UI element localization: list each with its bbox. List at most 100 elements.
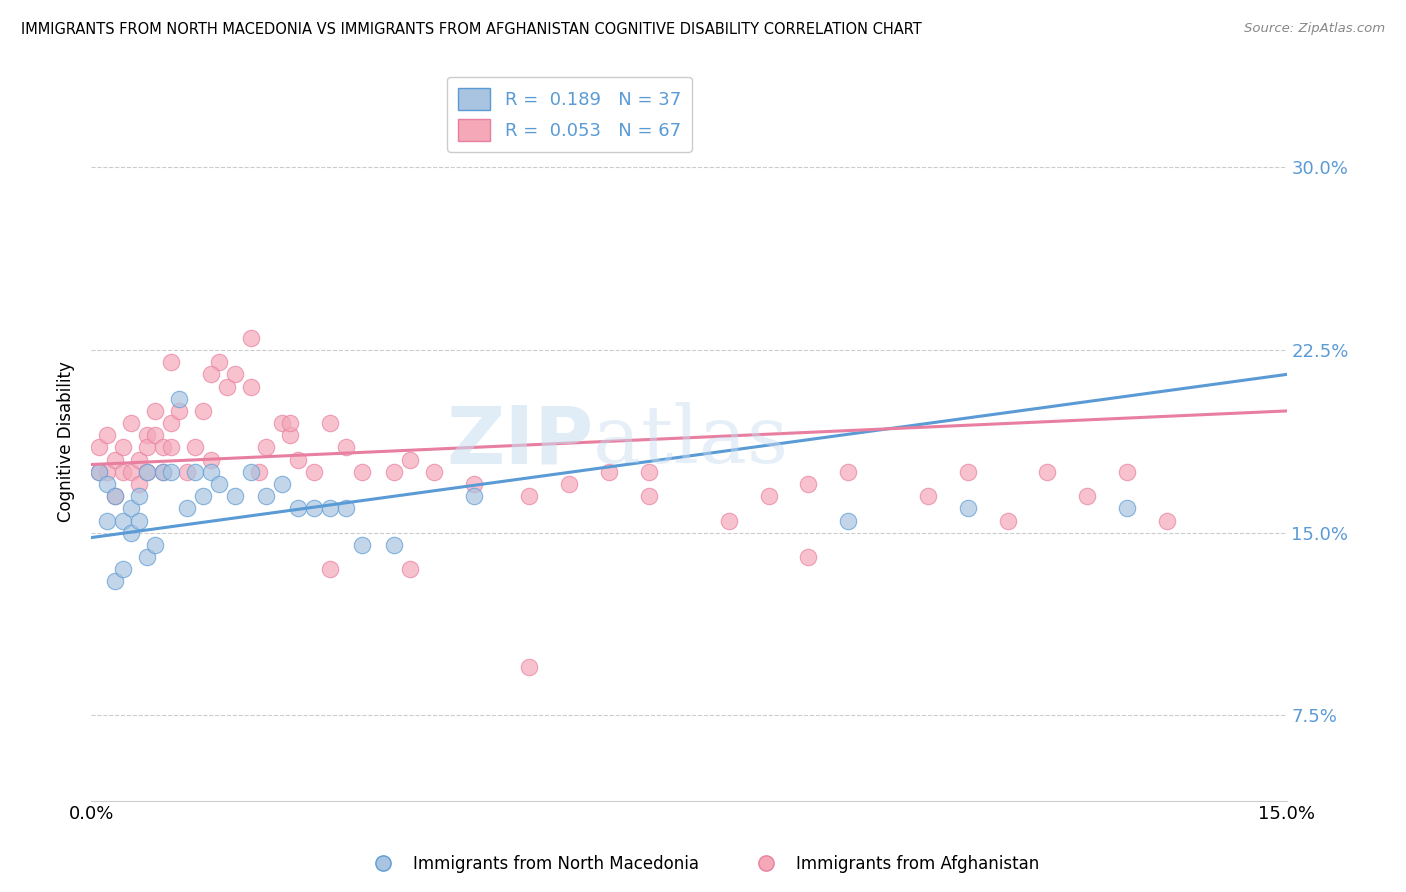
Point xyxy=(160,441,183,455)
Point xyxy=(143,538,166,552)
Point xyxy=(104,574,127,589)
Text: atlas: atlas xyxy=(593,402,789,481)
Point xyxy=(271,477,294,491)
Point xyxy=(638,489,661,503)
Point xyxy=(256,489,278,503)
Point xyxy=(382,465,405,479)
Point xyxy=(96,514,118,528)
Point xyxy=(191,489,214,503)
Point xyxy=(287,452,309,467)
Point xyxy=(120,501,142,516)
Point xyxy=(143,404,166,418)
Point xyxy=(167,392,190,406)
Point xyxy=(87,441,110,455)
Point xyxy=(1116,501,1139,516)
Point xyxy=(558,477,581,491)
Point xyxy=(837,465,859,479)
Point xyxy=(382,538,405,552)
Point xyxy=(239,465,262,479)
Point xyxy=(335,501,357,516)
Point xyxy=(96,465,118,479)
Point xyxy=(224,489,246,503)
Point xyxy=(280,428,302,442)
Point xyxy=(352,465,374,479)
Point xyxy=(463,477,485,491)
Text: IMMIGRANTS FROM NORTH MACEDONIA VS IMMIGRANTS FROM AFGHANISTAN COGNITIVE DISABIL: IMMIGRANTS FROM NORTH MACEDONIA VS IMMIG… xyxy=(21,22,922,37)
Point xyxy=(96,477,118,491)
Point xyxy=(239,379,262,393)
Point xyxy=(152,441,174,455)
Point xyxy=(143,428,166,442)
Point xyxy=(200,465,222,479)
Point xyxy=(256,441,278,455)
Point xyxy=(319,416,342,430)
Point xyxy=(136,550,159,565)
Legend: Immigrants from North Macedonia, Immigrants from Afghanistan: Immigrants from North Macedonia, Immigra… xyxy=(360,848,1046,880)
Point xyxy=(717,514,740,528)
Point xyxy=(208,355,231,369)
Point xyxy=(200,452,222,467)
Point xyxy=(247,465,270,479)
Point xyxy=(280,416,302,430)
Point xyxy=(120,525,142,540)
Point xyxy=(319,562,342,576)
Point xyxy=(191,404,214,418)
Point xyxy=(104,489,127,503)
Point xyxy=(335,441,357,455)
Point xyxy=(304,501,326,516)
Point xyxy=(797,477,820,491)
Point xyxy=(758,489,780,503)
Point xyxy=(136,428,159,442)
Point xyxy=(287,501,309,516)
Point xyxy=(152,465,174,479)
Point xyxy=(128,489,150,503)
Legend: R =  0.189   N = 37, R =  0.053   N = 67: R = 0.189 N = 37, R = 0.053 N = 67 xyxy=(447,77,692,152)
Point xyxy=(797,550,820,565)
Point xyxy=(87,465,110,479)
Point xyxy=(104,489,127,503)
Point xyxy=(136,465,159,479)
Point xyxy=(152,465,174,479)
Point xyxy=(176,501,198,516)
Point xyxy=(1156,514,1178,528)
Point xyxy=(917,489,939,503)
Point xyxy=(519,659,541,673)
Point xyxy=(271,416,294,430)
Point xyxy=(128,477,150,491)
Point xyxy=(423,465,446,479)
Point xyxy=(160,355,183,369)
Point xyxy=(399,562,422,576)
Point xyxy=(463,489,485,503)
Point xyxy=(112,465,135,479)
Point xyxy=(304,465,326,479)
Point xyxy=(598,465,620,479)
Point xyxy=(837,514,859,528)
Point xyxy=(638,465,661,479)
Point xyxy=(96,428,118,442)
Point xyxy=(120,465,142,479)
Point xyxy=(319,501,342,516)
Point xyxy=(200,368,222,382)
Point xyxy=(215,379,238,393)
Point xyxy=(176,465,198,479)
Point xyxy=(1116,465,1139,479)
Point xyxy=(239,331,262,345)
Point xyxy=(167,404,190,418)
Point xyxy=(112,562,135,576)
Point xyxy=(112,514,135,528)
Point xyxy=(104,452,127,467)
Point xyxy=(208,477,231,491)
Point xyxy=(136,465,159,479)
Point xyxy=(956,465,979,479)
Point xyxy=(120,416,142,430)
Point xyxy=(184,465,207,479)
Y-axis label: Cognitive Disability: Cognitive Disability xyxy=(58,361,75,522)
Point xyxy=(136,441,159,455)
Point xyxy=(956,501,979,516)
Point xyxy=(519,489,541,503)
Point xyxy=(128,452,150,467)
Point xyxy=(399,452,422,467)
Text: ZIP: ZIP xyxy=(446,402,593,481)
Point xyxy=(160,465,183,479)
Point xyxy=(997,514,1019,528)
